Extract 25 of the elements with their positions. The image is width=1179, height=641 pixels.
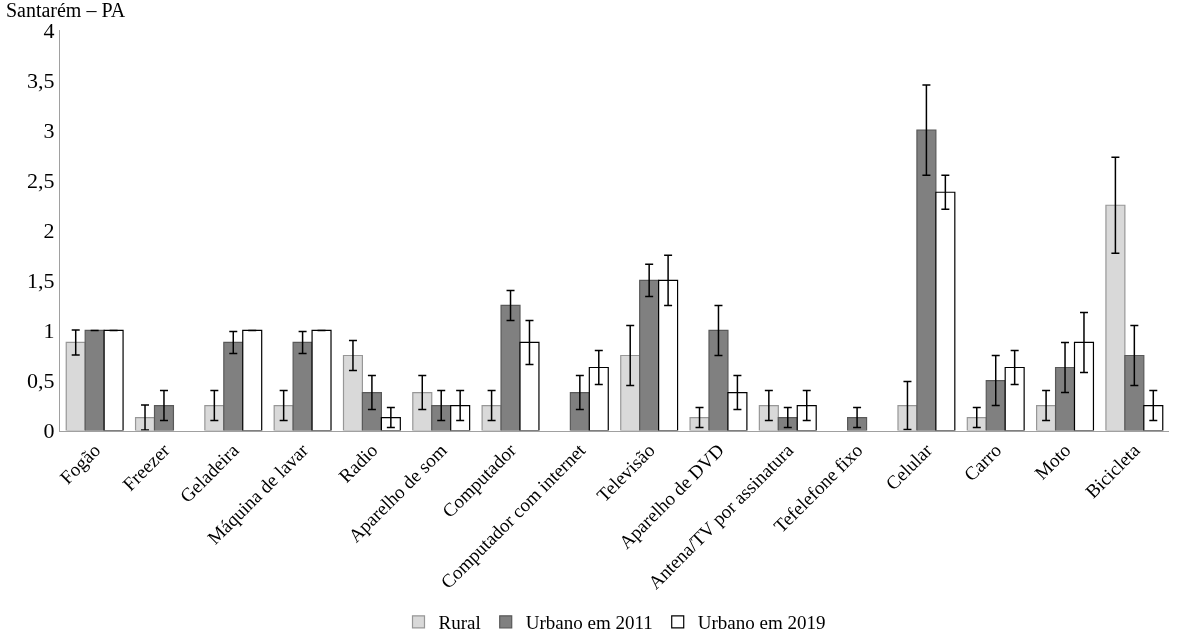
y-tick-label: 1: [43, 318, 55, 344]
legend-label: Urbano em 2011: [525, 612, 653, 634]
bar: [639, 279, 660, 431]
y-tick-label: 3: [43, 117, 55, 143]
bar: [916, 129, 937, 431]
bar: [1124, 354, 1145, 431]
legend-label: Rural: [438, 612, 481, 634]
y-tick-label: 2,5: [27, 167, 55, 193]
legend-label: Urbano em 2019: [697, 612, 826, 634]
bar: [985, 379, 1006, 431]
y-tick-label: 2: [43, 218, 55, 243]
y-tick-label: 1,5: [27, 268, 55, 294]
bar: [103, 329, 124, 431]
y-tick-label: 0,5: [27, 368, 55, 394]
bar: [223, 341, 244, 431]
bar: [500, 304, 521, 431]
bar: [292, 341, 313, 431]
bar: [153, 404, 175, 431]
bar: [361, 391, 382, 431]
bar: [708, 329, 729, 431]
bar: [84, 329, 105, 431]
y-tick-label: 0: [43, 418, 55, 444]
bar: [311, 329, 332, 431]
bar: [242, 329, 263, 431]
y-tick-label: 3,5: [27, 67, 55, 93]
